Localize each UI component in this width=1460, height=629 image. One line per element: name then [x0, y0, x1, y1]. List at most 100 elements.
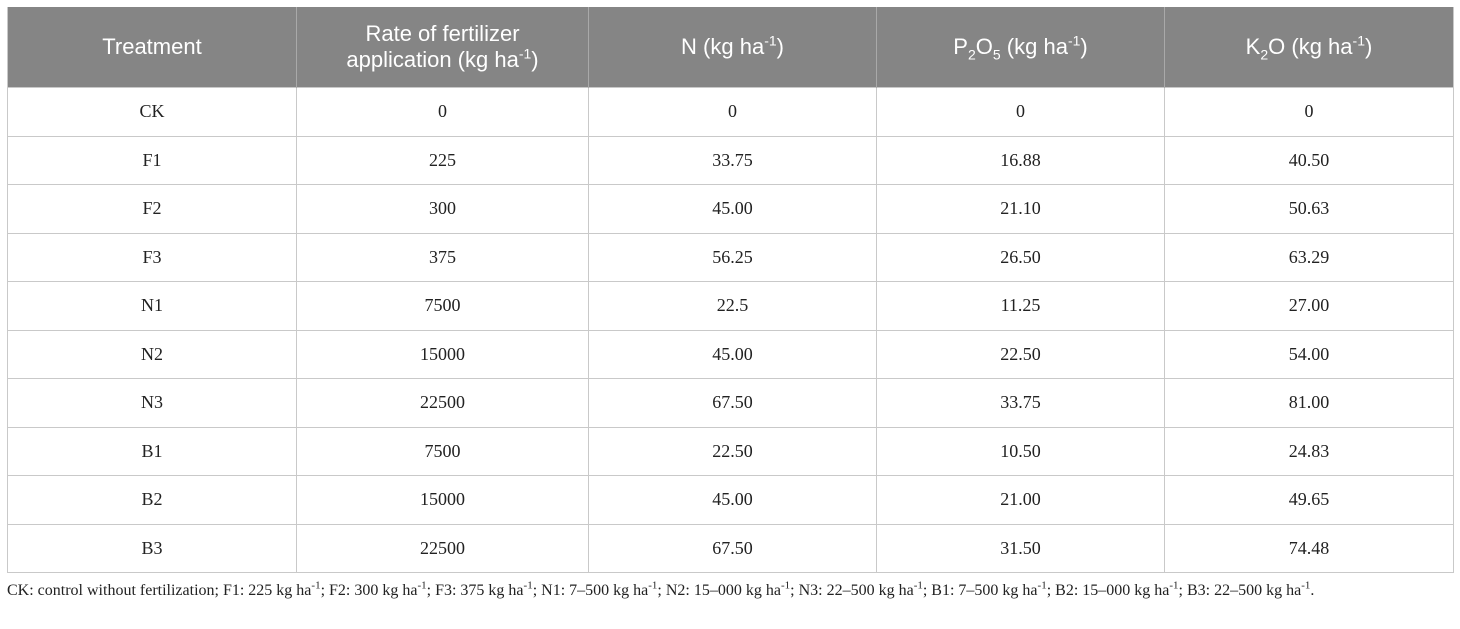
footnote-text: ; F2: 300 kg ha [320, 582, 418, 599]
table-row: CK 0 0 0 0 [7, 87, 1454, 137]
header-n: N (kg ha-1) [588, 7, 877, 88]
footnote-text: ; N3: 22–500 kg ha [790, 582, 914, 599]
table-row: N1 7500 22.5 11.25 27.00 [7, 281, 1454, 331]
header-k-pre: K [1245, 34, 1261, 59]
footnote-sup: -1 [1169, 579, 1179, 592]
header-rate-close: ) [531, 47, 539, 72]
table-row: B2 15000 45.00 21.00 49.65 [7, 475, 1454, 525]
footnote-sup: -1 [1301, 579, 1311, 592]
footnote-sup: -1 [523, 579, 533, 592]
cell-n: 67.50 [588, 523, 877, 573]
cell-treatment: F2 [7, 184, 297, 234]
cell-rate: 7500 [296, 281, 589, 331]
header-p-sub2: 5 [992, 46, 1001, 63]
header-rate-sup: -1 [518, 45, 532, 62]
cell-n: 45.00 [588, 184, 877, 234]
cell-treatment: N2 [7, 329, 297, 379]
cell-k2o: 54.00 [1164, 329, 1454, 379]
footnote-text: ; B2: 15–000 kg ha [1046, 582, 1170, 599]
cell-k2o: 81.00 [1164, 378, 1454, 428]
header-n-post: ) [776, 34, 784, 59]
cell-n: 22.5 [588, 281, 877, 331]
cell-n: 67.50 [588, 378, 877, 428]
cell-n: 45.00 [588, 475, 877, 525]
header-n-sup: -1 [764, 32, 777, 49]
cell-n: 45.00 [588, 329, 877, 379]
cell-rate: 15000 [296, 329, 589, 379]
cell-rate: 22500 [296, 378, 589, 428]
cell-rate: 225 [296, 135, 589, 185]
header-p2o5: P2O5 (kg ha-1) [876, 7, 1165, 88]
header-n-pre: N (kg ha [681, 34, 765, 59]
footnote-sup: -1 [780, 579, 791, 592]
cell-rate: 22500 [296, 523, 589, 573]
cell-n: 0 [588, 87, 877, 137]
header-treatment: Treatment [7, 7, 297, 88]
footnote-text: ; B3: 22–500 kg ha [1178, 582, 1302, 599]
cell-k2o: 50.63 [1164, 184, 1454, 234]
cell-treatment: B1 [7, 426, 297, 476]
cell-p2o5: 26.50 [876, 232, 1165, 282]
table-row: F1 225 33.75 16.88 40.50 [7, 135, 1454, 185]
header-k-mid: O (kg ha [1268, 34, 1353, 59]
cell-k2o: 40.50 [1164, 135, 1454, 185]
cell-rate: 0 [296, 87, 589, 137]
cell-rate: 375 [296, 232, 589, 282]
cell-rate: 7500 [296, 426, 589, 476]
footnote-text: ; F3: 375 kg ha [426, 582, 524, 599]
cell-treatment: B3 [7, 523, 297, 573]
cell-n: 56.25 [588, 232, 877, 282]
cell-p2o5: 16.88 [876, 135, 1165, 185]
table-row: N3 22500 67.50 33.75 81.00 [7, 378, 1454, 428]
header-p-sub1: 2 [967, 46, 976, 63]
header-p-sup: -1 [1067, 32, 1081, 49]
footnote-sup: -1 [311, 579, 321, 592]
footnote-text: ; N1: 7–500 kg ha [532, 582, 649, 599]
fertilizer-table-container: Treatment Rate of fertilizer application… [7, 7, 1454, 573]
header-rate-line2: application (kg ha [346, 47, 519, 72]
header-p-post2: ) [1080, 34, 1088, 59]
table-header-row: Treatment Rate of fertilizer application… [7, 7, 1454, 88]
header-treatment-label: Treatment [102, 34, 202, 59]
cell-p2o5: 21.00 [876, 475, 1165, 525]
header-k2o: K2O (kg ha-1) [1164, 7, 1454, 88]
footnote-text: ; N2: 15–000 kg ha [657, 582, 781, 599]
cell-k2o: 0 [1164, 87, 1454, 137]
footnote-end: . [1310, 582, 1315, 599]
footnote-sup: -1 [648, 579, 658, 592]
header-k-post: ) [1364, 34, 1373, 59]
footnote-text: ; B1: 7–500 kg ha [922, 582, 1038, 599]
header-rate-line1: Rate of fertilizer [365, 21, 520, 46]
header-p-mid: O [975, 34, 993, 59]
footnote-sup: -1 [417, 579, 427, 592]
cell-k2o: 27.00 [1164, 281, 1454, 331]
table-footnote: CK: control without fertilization; F1: 2… [7, 580, 1455, 602]
footnote-text: CK: control without fertilization; F1: 2… [7, 582, 312, 599]
header-k-sub1: 2 [1260, 46, 1269, 63]
cell-rate: 15000 [296, 475, 589, 525]
cell-p2o5: 0 [876, 87, 1165, 137]
table-row: F3 375 56.25 26.50 63.29 [7, 232, 1454, 282]
cell-n: 33.75 [588, 135, 877, 185]
header-k-sup: -1 [1352, 32, 1365, 49]
table-row: N2 15000 45.00 22.50 54.00 [7, 329, 1454, 379]
cell-treatment: F3 [7, 232, 297, 282]
cell-p2o5: 10.50 [876, 426, 1165, 476]
cell-treatment: F1 [7, 135, 297, 185]
footnote-sup: -1 [1037, 579, 1047, 592]
header-p-post1: (kg ha [1000, 34, 1068, 59]
cell-rate: 300 [296, 184, 589, 234]
header-rate: Rate of fertilizer application (kg ha-1) [296, 7, 589, 88]
header-p-pre: P [953, 34, 968, 59]
fertilizer-table: Treatment Rate of fertilizer application… [7, 7, 1454, 573]
cell-k2o: 74.48 [1164, 523, 1454, 573]
cell-treatment: N3 [7, 378, 297, 428]
cell-k2o: 24.83 [1164, 426, 1454, 476]
table-row: F2 300 45.00 21.10 50.63 [7, 184, 1454, 234]
cell-n: 22.50 [588, 426, 877, 476]
cell-treatment: CK [7, 87, 297, 137]
cell-p2o5: 31.50 [876, 523, 1165, 573]
cell-k2o: 63.29 [1164, 232, 1454, 282]
cell-p2o5: 11.25 [876, 281, 1165, 331]
cell-p2o5: 22.50 [876, 329, 1165, 379]
